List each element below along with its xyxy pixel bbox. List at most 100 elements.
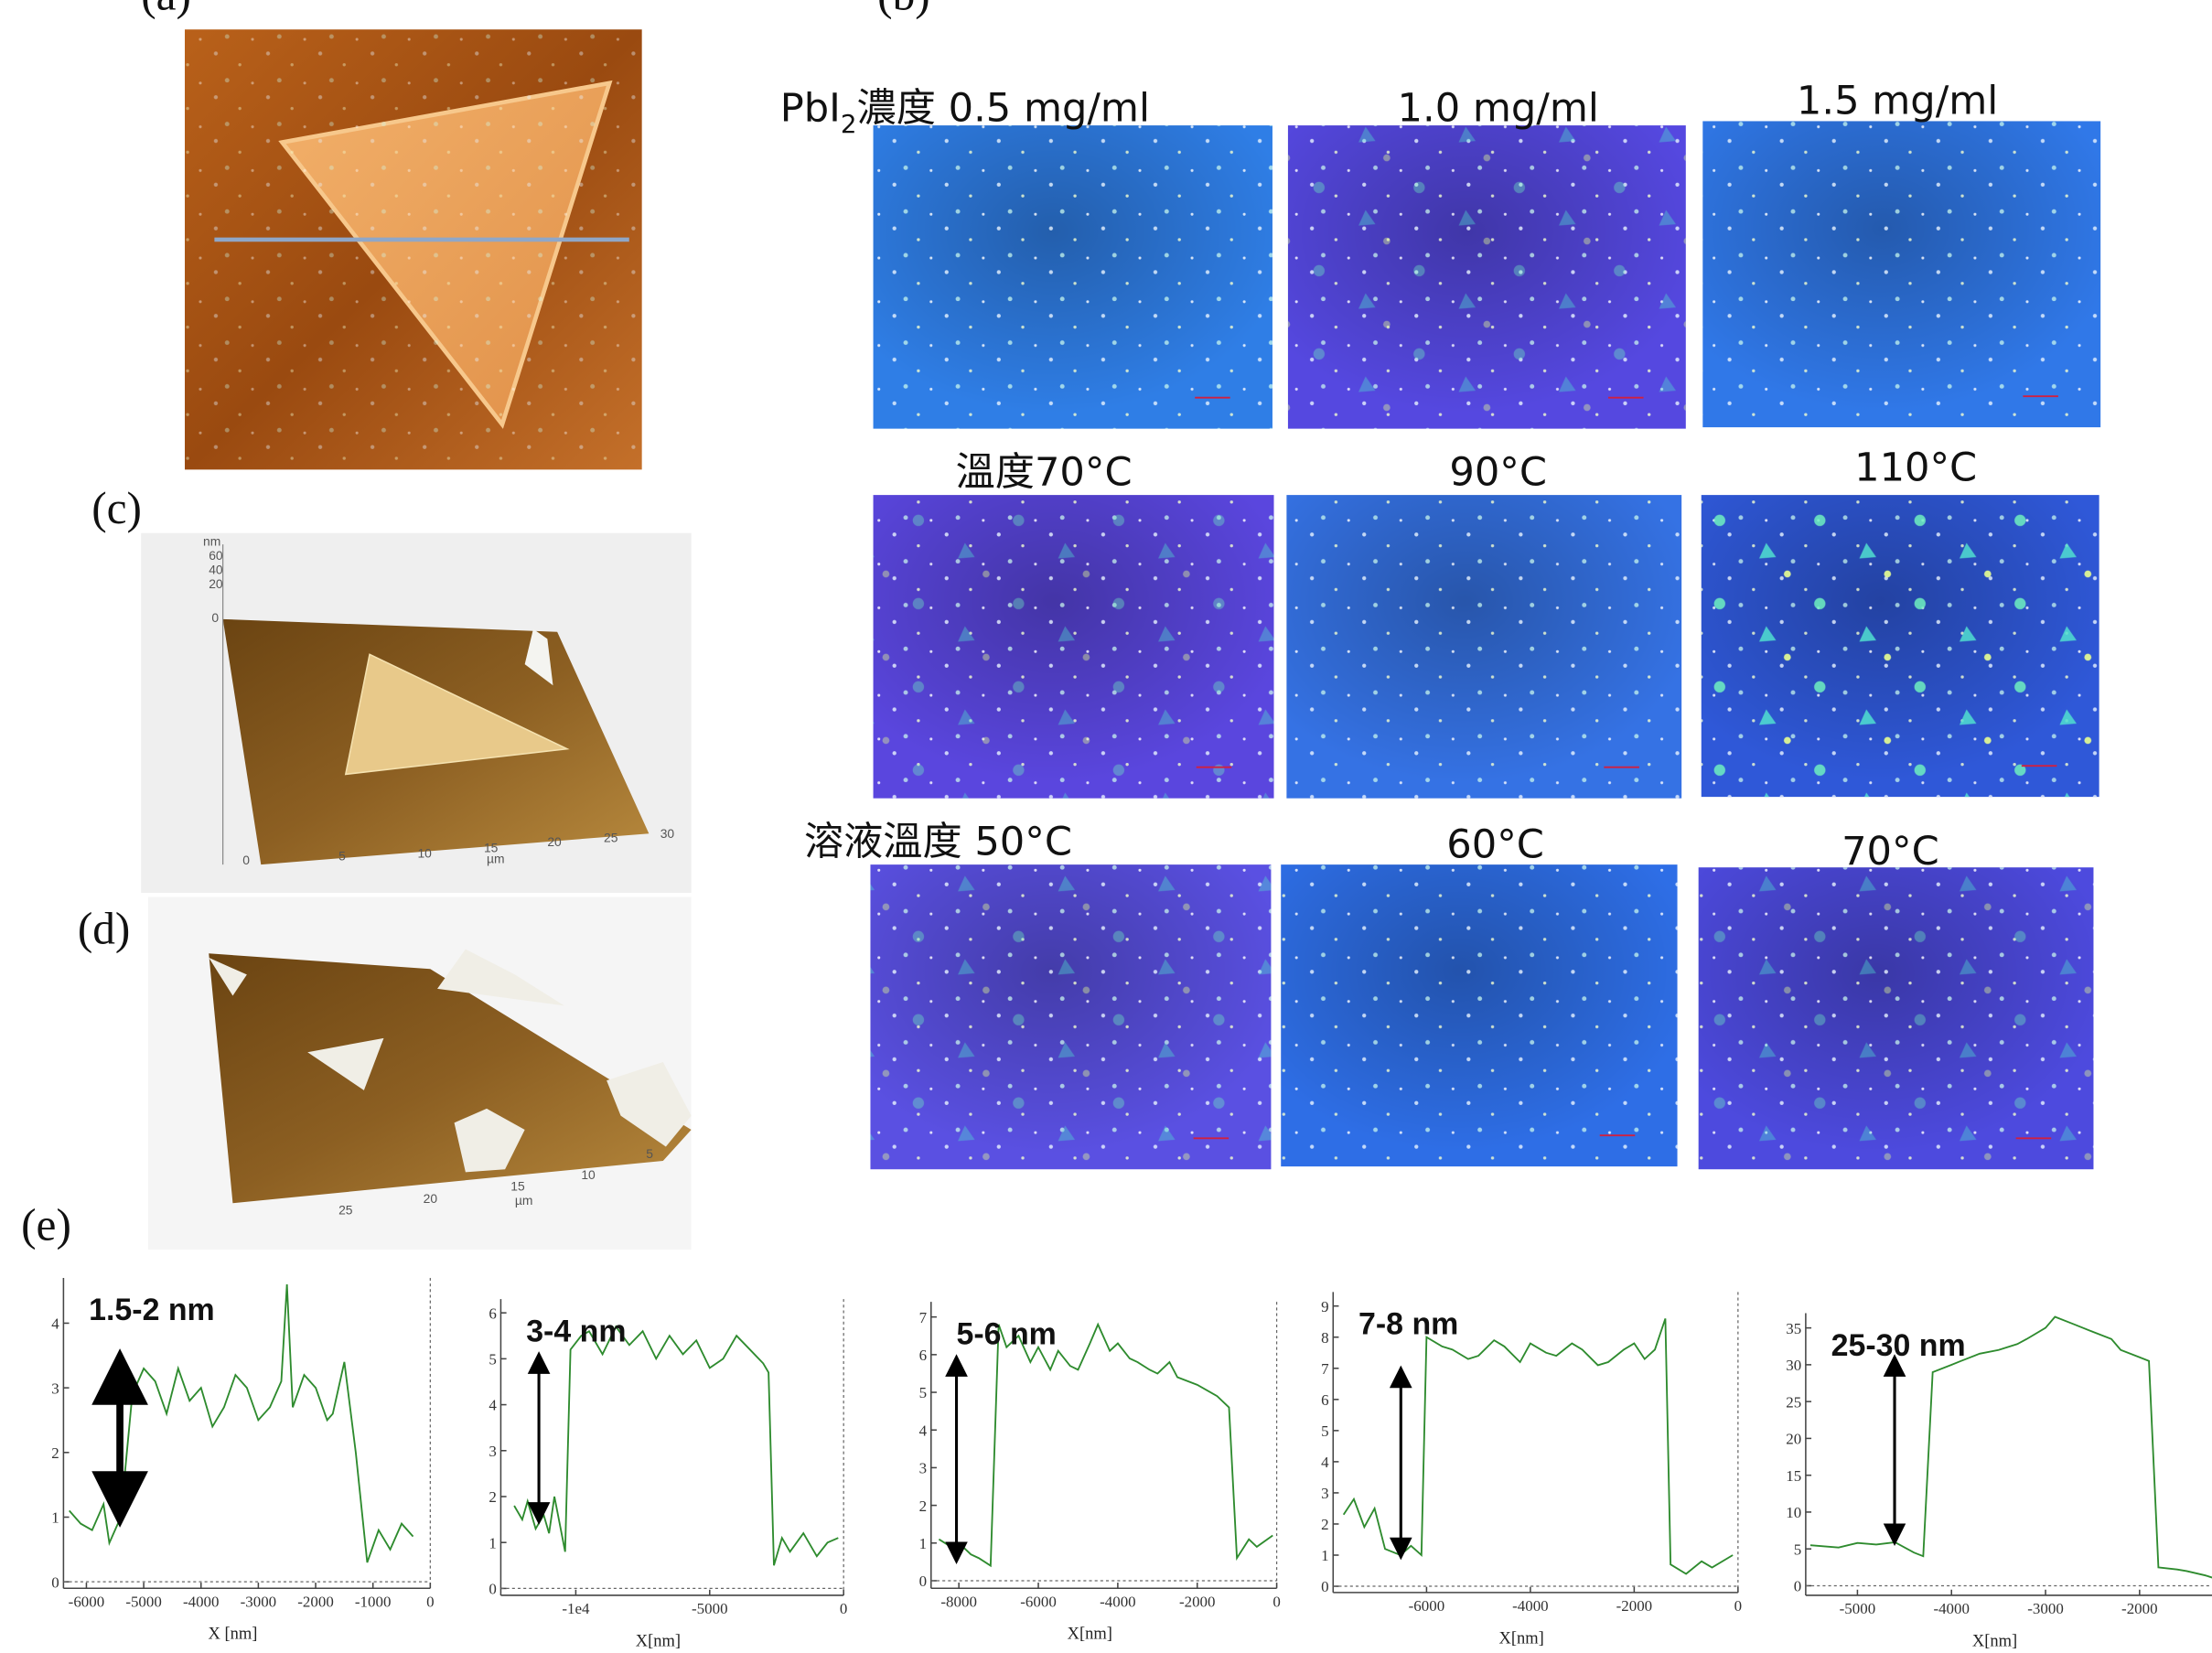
x-tick-label: 0 <box>1734 1597 1742 1615</box>
y-tick-label: 2 <box>919 1497 927 1515</box>
x-tick-label: -8000 <box>940 1593 977 1610</box>
x-tick-label: -3000 <box>2027 1600 2064 1617</box>
panel-a-image <box>185 29 642 469</box>
micrograph-large-crystals <box>1699 867 2094 1169</box>
y-tick-label: 30 <box>1786 1357 1801 1374</box>
afm-axis-label: 10 <box>417 845 432 860</box>
y-tick-label: 4 <box>919 1422 928 1439</box>
afm-axis-label: 15 <box>510 1178 525 1193</box>
x-tick-label: -4000 <box>1512 1597 1549 1615</box>
profile-chart: 0 1 2 3 4 -6000 -5000 -4000 -3000 -2000 -1000 0 X [n… <box>51 1278 434 1644</box>
x-tick-label: -3000 <box>241 1593 277 1610</box>
y-tick-label: 6 <box>919 1347 927 1364</box>
profile-line <box>514 1326 838 1565</box>
micrograph-crystals <box>1702 121 2100 427</box>
step-height-annotation: 3-4 nm <box>526 1314 626 1348</box>
afm-axis-label: µm <box>515 1193 533 1208</box>
y-tick-label: 1 <box>1321 1547 1328 1564</box>
panel-label: (a) <box>141 0 191 20</box>
y-tick-label: 3 <box>51 1379 59 1397</box>
step-height-annotation: 5-6 nm <box>957 1316 1057 1351</box>
x-tick-label: -5000 <box>125 1593 162 1610</box>
afm-axis-label: 5 <box>338 849 346 864</box>
micrograph-crystals <box>1286 495 1681 799</box>
label-part: 2 <box>841 109 857 139</box>
x-tick-label: -4000 <box>183 1593 220 1610</box>
y-tick-label: 25 <box>1786 1393 1801 1411</box>
y-tick-label: 5 <box>489 1351 496 1369</box>
y-tick-label: 0 <box>489 1581 496 1598</box>
x-tick-label: -6000 <box>1409 1597 1445 1615</box>
x-tick-label: -2000 <box>1179 1593 1216 1610</box>
x-tick-label: -4000 <box>1933 1600 1970 1617</box>
panel-label: (e) <box>21 1199 71 1250</box>
micrograph-large-crystals <box>1702 495 2099 797</box>
x-tick-label: 0 <box>840 1600 847 1617</box>
x-tick-label: -4000 <box>1100 1593 1136 1610</box>
y-tick-label: 5 <box>919 1384 927 1401</box>
x-axis-label: X[nm] <box>1068 1626 1112 1644</box>
micrograph-crystals <box>1281 864 1677 1166</box>
afm-axis-label: 25 <box>338 1203 353 1218</box>
y-tick-label: 0 <box>1321 1578 1328 1595</box>
y-tick-label: 0 <box>51 1573 59 1591</box>
x-axis-label: X [nm] <box>208 1626 257 1644</box>
panel-label: (c) <box>91 483 142 533</box>
x-tick-label: -2000 <box>297 1593 334 1610</box>
profile-line <box>939 1325 1272 1566</box>
afm-axis-label: 40 <box>209 562 223 576</box>
figure: (a)(b)(c)(d)(e)PbI2濃度 0.5 mg/ml1.0 mg/ml… <box>0 0 2212 1653</box>
x-tick-label: -2000 <box>2121 1600 2158 1617</box>
x-tick-label: -1000 <box>355 1593 392 1610</box>
micrograph-large-crystals <box>1288 125 1686 429</box>
concentration-label: PbI2濃度 0.5 mg/ml <box>780 85 1150 138</box>
afm-axis-label: 20 <box>547 834 562 849</box>
label-part: 濃度 <box>857 85 949 131</box>
afm-axis-label: 25 <box>604 830 618 844</box>
profile-chart: 05101520253035-5000-4000-3000-2000-1000X… <box>1786 1314 2212 1651</box>
x-tick-label: 0 <box>426 1593 434 1610</box>
y-tick-label: 1 <box>919 1535 927 1552</box>
y-tick-label: 20 <box>1786 1431 1801 1448</box>
y-tick-label: 2 <box>1321 1516 1328 1533</box>
y-tick-label: 9 <box>1321 1298 1328 1315</box>
x-tick-label: -6000 <box>69 1593 105 1610</box>
y-tick-label: 15 <box>1786 1467 1801 1485</box>
x-tick-label: 0 <box>1272 1593 1280 1610</box>
x-tick-label: -5000 <box>1840 1600 1876 1617</box>
y-tick-label: 8 <box>1321 1329 1328 1347</box>
step-height-annotation: 7-8 nm <box>1358 1307 1458 1342</box>
y-tick-label: 4 <box>489 1397 497 1414</box>
y-tick-label: 4 <box>1321 1454 1329 1471</box>
micrograph-large-crystals <box>870 864 1271 1169</box>
y-tick-label: 1 <box>51 1509 59 1527</box>
afm-axis-label: 0 <box>211 610 219 625</box>
afm-axis-label: 20 <box>209 576 223 591</box>
condition-label: 1.5 mg/ml <box>1797 79 1998 124</box>
label-part: 0.5 mg/ml <box>949 85 1150 131</box>
y-tick-label: 6 <box>489 1304 496 1322</box>
afm-axis-label: 0 <box>242 853 250 867</box>
step-height-annotation: 1.5-2 nm <box>89 1293 215 1327</box>
panel-b-images <box>870 121 2100 1169</box>
x-tick-label: -2000 <box>1616 1597 1653 1615</box>
afm-axis-label: nm <box>203 534 220 549</box>
y-tick-label: 2 <box>51 1444 59 1462</box>
condition-label: 90°C <box>1449 449 1547 495</box>
y-tick-label: 6 <box>1321 1391 1328 1409</box>
y-tick-label: 5 <box>1321 1422 1328 1440</box>
y-tick-label: 0 <box>1794 1578 1801 1595</box>
afm-noise <box>185 29 642 469</box>
x-axis-label: X[nm] <box>1498 1629 1543 1648</box>
afm-axis-label: 20 <box>424 1191 438 1206</box>
x-axis-label: X[nm] <box>636 1632 681 1650</box>
condition-label: 110°C <box>1854 445 1977 491</box>
y-tick-label: 1 <box>489 1534 496 1551</box>
x-axis-label: X[nm] <box>1972 1632 2017 1650</box>
profile-charts: 0 1 2 3 4 -6000 -5000 -4000 -3000 -2000 -1000 0 X [n… <box>51 1278 2212 1650</box>
y-tick-label: 4 <box>51 1315 59 1333</box>
condition-label: 1.0 mg/ml <box>1398 85 1599 131</box>
